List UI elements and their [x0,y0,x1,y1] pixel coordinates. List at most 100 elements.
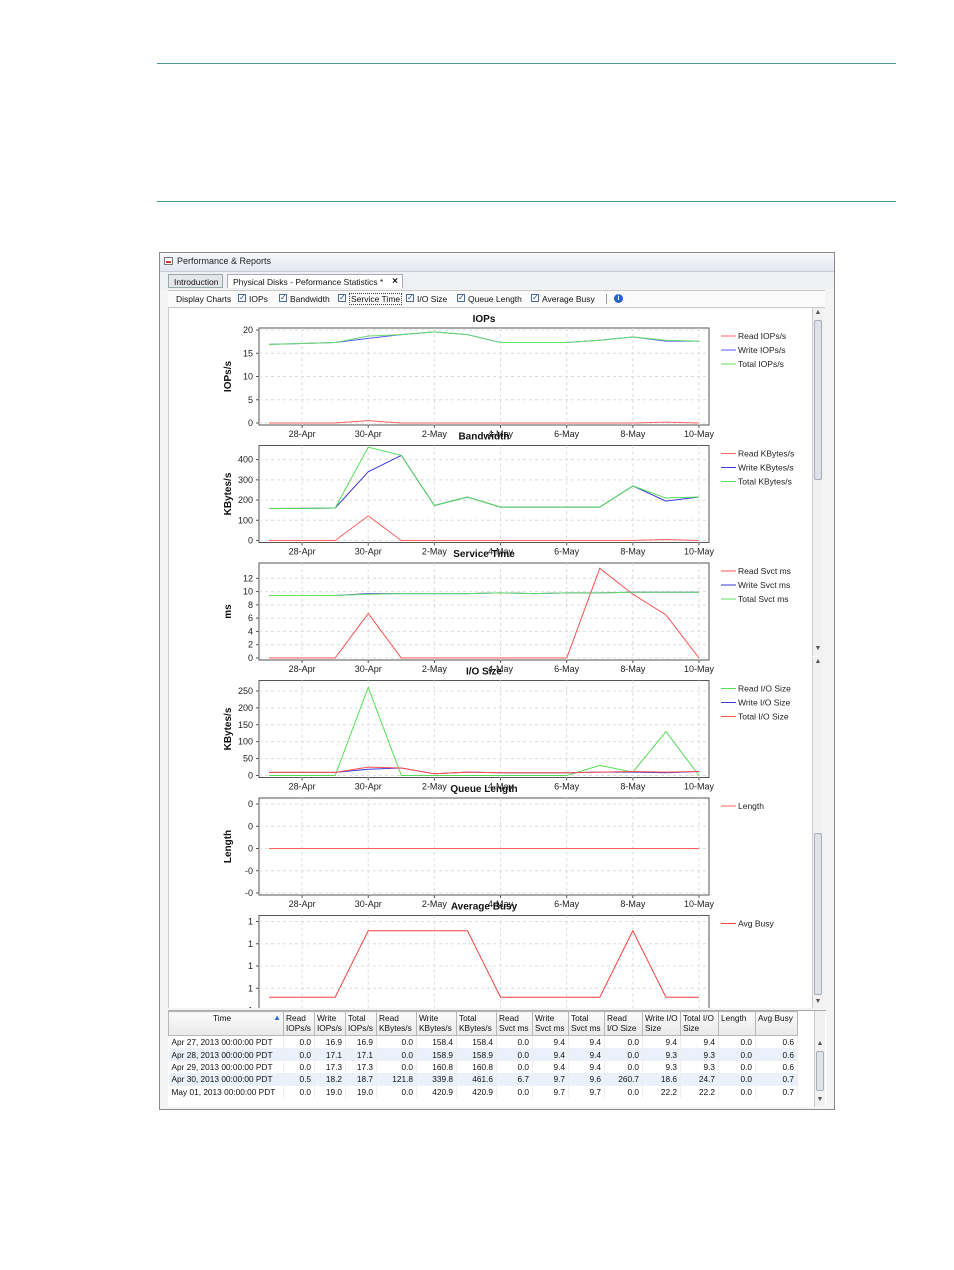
table-cell: 9.3 [680,1048,719,1061]
table-cell: 9.4 [568,1035,605,1049]
scroll-down-icon[interactable]: ▼ [814,645,822,652]
table-cell: 0.0 [496,1085,533,1098]
column-header[interactable]: Write IOPs/s [314,1011,346,1036]
y-axis-label: ms [223,604,234,619]
y-tick-label: 1 [248,939,253,949]
y-tick-label: -0 [245,866,253,876]
charts-scrollbar-lower[interactable]: ▲ ▼ [812,657,823,1008]
column-header[interactable]: Read Svct ms [496,1011,533,1036]
column-header[interactable]: Read IOPs/s [283,1011,315,1036]
legend-label: Total IOPs/s [738,359,784,369]
scroll-down-icon[interactable]: ▼ [814,998,822,1005]
column-header[interactable]: Read KBytes/s [376,1011,417,1036]
checkbox-iops[interactable]: ✓ [238,293,246,302]
checkbox-bandwidth[interactable]: ✓ [279,293,287,302]
tab-physical-disks-label: Physical Disks - Peformance Statistics * [233,277,384,287]
table-scrollbar[interactable]: ▲ ▼ [814,1011,825,1107]
table-cell: 0.0 [604,1035,643,1049]
x-tick-label: 2-May [422,547,448,557]
chart-title: Queue Length [450,784,517,795]
table-cell: 0.0 [718,1085,756,1098]
y-tick-label: 300 [238,475,253,485]
charts-scrollbar[interactable]: ▲ ▼ [812,308,823,656]
x-tick-label: 28-Apr [289,547,316,557]
table-cell: 9.7 [532,1073,569,1086]
table-cell: 0.0 [283,1035,315,1049]
y-tick-label: 8 [248,600,253,610]
chart-1: Bandwidth 0 100 200 300 400 28-Apr 30-Apr 2-May 4… [223,432,794,557]
close-icon[interactable]: × [392,276,398,287]
x-tick-label: 8-May [620,547,646,557]
checkbox-io-size[interactable]: ✓ [406,293,414,302]
table-scroll-thumb[interactable] [816,1051,824,1091]
column-header[interactable]: Write KBytes/s [416,1011,457,1036]
checkbox-queue-length[interactable]: ✓ [457,293,465,302]
legend-label: Write I/O Size [738,698,791,708]
checkbox-bandwidth-label: Bandwidth [290,294,330,304]
column-header[interactable]: Avg Busy [755,1011,798,1036]
table-cell: 18.6 [642,1073,681,1086]
x-tick-label: 6-May [554,899,580,909]
column-header[interactable]: Read I/O Size [604,1011,643,1036]
table-cell: 0.0 [604,1048,643,1061]
column-header[interactable]: Total KBytes/s [456,1011,497,1036]
y-tick-label: 0 [248,771,253,781]
column-header[interactable]: Length [718,1011,756,1036]
table-cell: 121.8 [376,1073,417,1086]
column-header[interactable]: Total Svct ms [568,1011,605,1036]
scroll-thumb-lower[interactable] [814,833,822,995]
table-cell: 17.3 [314,1060,346,1074]
x-tick-label: 2-May [422,429,448,439]
table-cell: 160.8 [456,1060,497,1074]
y-tick-label: 0 [248,653,253,663]
table-cell: 461.6 [456,1073,497,1086]
y-tick-label: 0 [248,418,253,428]
table-cell: Apr 27, 2013 00:00:00 PDT [168,1035,284,1049]
window-titlebar: Performance & Reports [160,253,834,272]
table-cell: 0.0 [376,1085,417,1098]
tab-introduction[interactable]: Introduction [168,274,223,288]
column-header[interactable]: Total I/O Size [680,1011,719,1036]
table-row[interactable]: Apr 27, 2013 00:00:00 PDT 0.0 16.9 16.9 0.0 1… [168,1035,798,1049]
table-row[interactable]: Apr 28, 2013 00:00:00 PDT 0.0 17.1 17.1 0.0 1… [168,1048,798,1061]
column-header[interactable]: Write Svct ms [532,1011,569,1036]
performance-window: Performance & Reports Introduction Physi… [159,252,835,1110]
y-tick-label: 100 [238,737,253,747]
scroll-up-icon[interactable]: ▲ [814,309,822,316]
table-cell: 0.0 [283,1048,315,1061]
table-cell: 160.8 [416,1060,457,1074]
tab-physical-disks[interactable]: Physical Disks - Peformance Statistics *… [227,274,403,288]
info-icon[interactable]: i [614,294,623,303]
table-row[interactable]: Apr 30, 2013 00:00:00 PDT 0.5 18.2 18.7 121.… [168,1073,798,1086]
y-tick-label: 4 [248,626,253,636]
table-cell: Apr 29, 2013 00:00:00 PDT [168,1060,284,1074]
table-row[interactable]: May 01, 2013 00:00:00 PDT 0.0 19.0 19.0 0.0 4… [168,1085,798,1098]
checkbox-average-busy[interactable]: ✓ [531,293,539,302]
scroll-up-icon[interactable]: ▲ [816,1040,824,1047]
table-cell: 0.0 [718,1035,756,1049]
table-header-row: Time ▲ Read IOPs/s Write IOPs/s Total IOPs/s… [168,1011,798,1036]
tab-strip: Introduction Physical Disks - Peformance… [160,272,834,289]
table-cell: 0.5 [283,1073,315,1086]
legend-label: Write Svct ms [738,580,790,590]
column-header[interactable]: Time ▲ [168,1011,284,1036]
scroll-thumb[interactable] [814,320,822,480]
legend-label: Total KBytes/s [738,477,792,487]
checkbox-io-size-label: I/O Size [417,294,448,304]
series-line [269,567,700,659]
table-cell: 0.7 [755,1085,798,1098]
table-cell: 16.9 [345,1035,377,1049]
table-cell: 260.7 [604,1073,643,1086]
y-tick-label: 200 [238,495,253,505]
series-line [269,685,700,776]
column-header[interactable]: Total IOPs/s [345,1011,377,1036]
scroll-down-icon[interactable]: ▼ [816,1096,824,1103]
series-line [269,591,699,597]
display-charts-label: Display Charts [176,294,232,304]
checkbox-service-time[interactable]: ✓ [338,293,346,302]
table-row[interactable]: Apr 29, 2013 00:00:00 PDT 0.0 17.3 17.3 0.0 1… [168,1060,798,1074]
series-line [269,420,700,424]
scroll-up-icon[interactable]: ▲ [814,658,822,665]
column-header[interactable]: Write I/O Size [642,1011,681,1036]
table-cell: 0.0 [718,1073,756,1086]
